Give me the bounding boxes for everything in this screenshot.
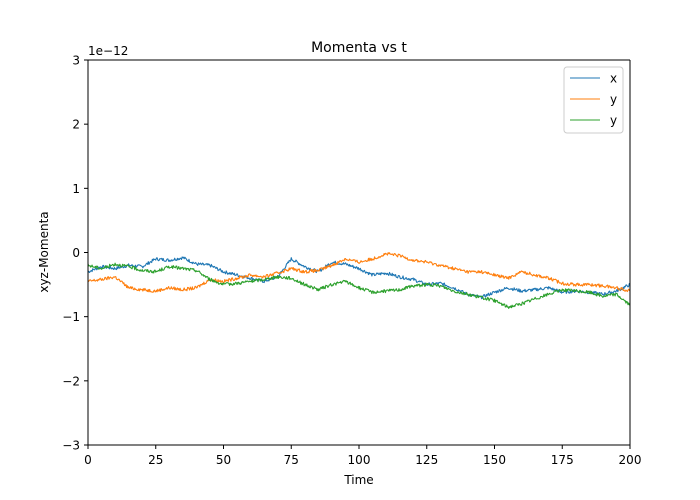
y-tick-label: 3 bbox=[72, 54, 80, 68]
y-tick-label: 0 bbox=[72, 246, 80, 260]
x-tick-label: 100 bbox=[348, 453, 371, 467]
y-axis-title: xyz-Momenta bbox=[37, 211, 51, 292]
series-line-x bbox=[87, 256, 631, 300]
x-tick-label: 75 bbox=[284, 453, 299, 467]
x-tick-label: 200 bbox=[619, 453, 642, 467]
x-tick-label: 125 bbox=[415, 453, 438, 467]
x-tick-label: 25 bbox=[148, 453, 163, 467]
y-axis-offset-text: 1e−12 bbox=[88, 44, 128, 58]
y-axis-ticks: −3 −2 −1 0 1 2 3 bbox=[62, 54, 88, 453]
legend-label-x: x bbox=[610, 72, 617, 86]
x-tick-label: 150 bbox=[483, 453, 506, 467]
y-tick-label: −2 bbox=[62, 374, 80, 388]
x-axis-ticks: 0 25 50 75 100 125 150 175 200 bbox=[84, 445, 641, 467]
legend-label-y-green: y bbox=[610, 114, 617, 128]
plot-area bbox=[88, 60, 630, 445]
x-tick-label: 50 bbox=[216, 453, 231, 467]
chart-title: Momenta vs t bbox=[311, 40, 407, 56]
legend-label-y-orange: y bbox=[610, 93, 617, 107]
y-tick-label: 1 bbox=[72, 182, 80, 196]
series-layer bbox=[87, 252, 631, 309]
series-line-y-green bbox=[87, 262, 631, 309]
series-line-y-orange bbox=[87, 252, 631, 293]
x-tick-label: 0 bbox=[84, 453, 92, 467]
y-tick-label: −3 bbox=[62, 439, 80, 453]
y-tick-label: 2 bbox=[72, 118, 80, 132]
legend-box bbox=[563, 66, 624, 134]
x-tick-label: 175 bbox=[551, 453, 574, 467]
legend: x y y bbox=[563, 66, 624, 134]
y-tick-label: −1 bbox=[62, 310, 80, 324]
x-axis-title: Time bbox=[343, 473, 373, 487]
